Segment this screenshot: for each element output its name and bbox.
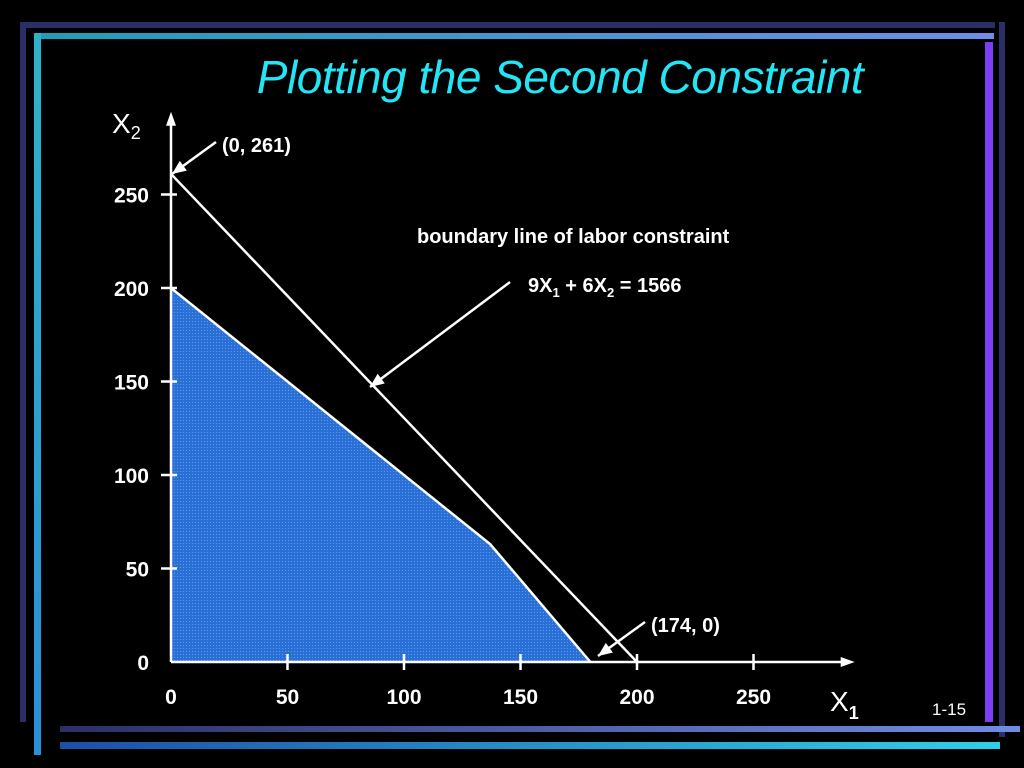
slide-title: Plotting the Second Constraint — [256, 51, 864, 103]
slide-number: 1-15 — [932, 700, 967, 719]
x-axis-label: X1 — [830, 686, 859, 723]
x-tick-label: 0 — [165, 686, 177, 709]
y-tick-label: 100 — [114, 465, 149, 488]
bottom-blue-bar — [60, 742, 1000, 749]
feasible-boundary — [170, 287, 592, 663]
x-tick-label: 250 — [736, 686, 771, 709]
left-blue-bar — [34, 33, 41, 755]
point-bottom-arrow-head — [598, 642, 613, 656]
x-tick-label: 200 — [619, 686, 654, 709]
constraint-arrow — [369, 281, 511, 388]
bottom-dark-bar — [60, 726, 1020, 732]
left-dark-bar — [20, 22, 26, 722]
x-tick-label: 100 — [386, 686, 421, 709]
x-axis-arrow — [840, 657, 855, 667]
y-tick-label: 200 — [114, 278, 149, 301]
feasible-region — [171, 288, 591, 662]
right-dark-bar — [999, 22, 1005, 737]
top-blue-bar — [34, 33, 994, 39]
point-bottom-label: (174, 0) — [651, 615, 720, 637]
y-tick-label: 150 — [114, 372, 149, 395]
top-dark-bar — [20, 22, 995, 28]
constraint-line — [170, 173, 638, 663]
right-purple-bar — [985, 42, 993, 722]
y-tick-label: 50 — [126, 559, 149, 582]
point-top-label: (0, 261) — [222, 135, 291, 157]
constraint-arrow-head — [370, 373, 385, 387]
x-tick-label: 50 — [276, 686, 299, 709]
y-axis-label: X2 — [112, 108, 141, 143]
y-axis-arrow — [166, 111, 176, 126]
y-tick-label: 250 — [114, 185, 149, 208]
point-top-arrow-head — [172, 160, 187, 174]
equation-label: 9X1 + 6X2 = 1566 — [528, 275, 682, 300]
x-tick-label: 150 — [503, 686, 538, 709]
y-tick-label: 0 — [137, 652, 149, 675]
boundary-label: boundary line of labor constraint — [417, 226, 730, 248]
